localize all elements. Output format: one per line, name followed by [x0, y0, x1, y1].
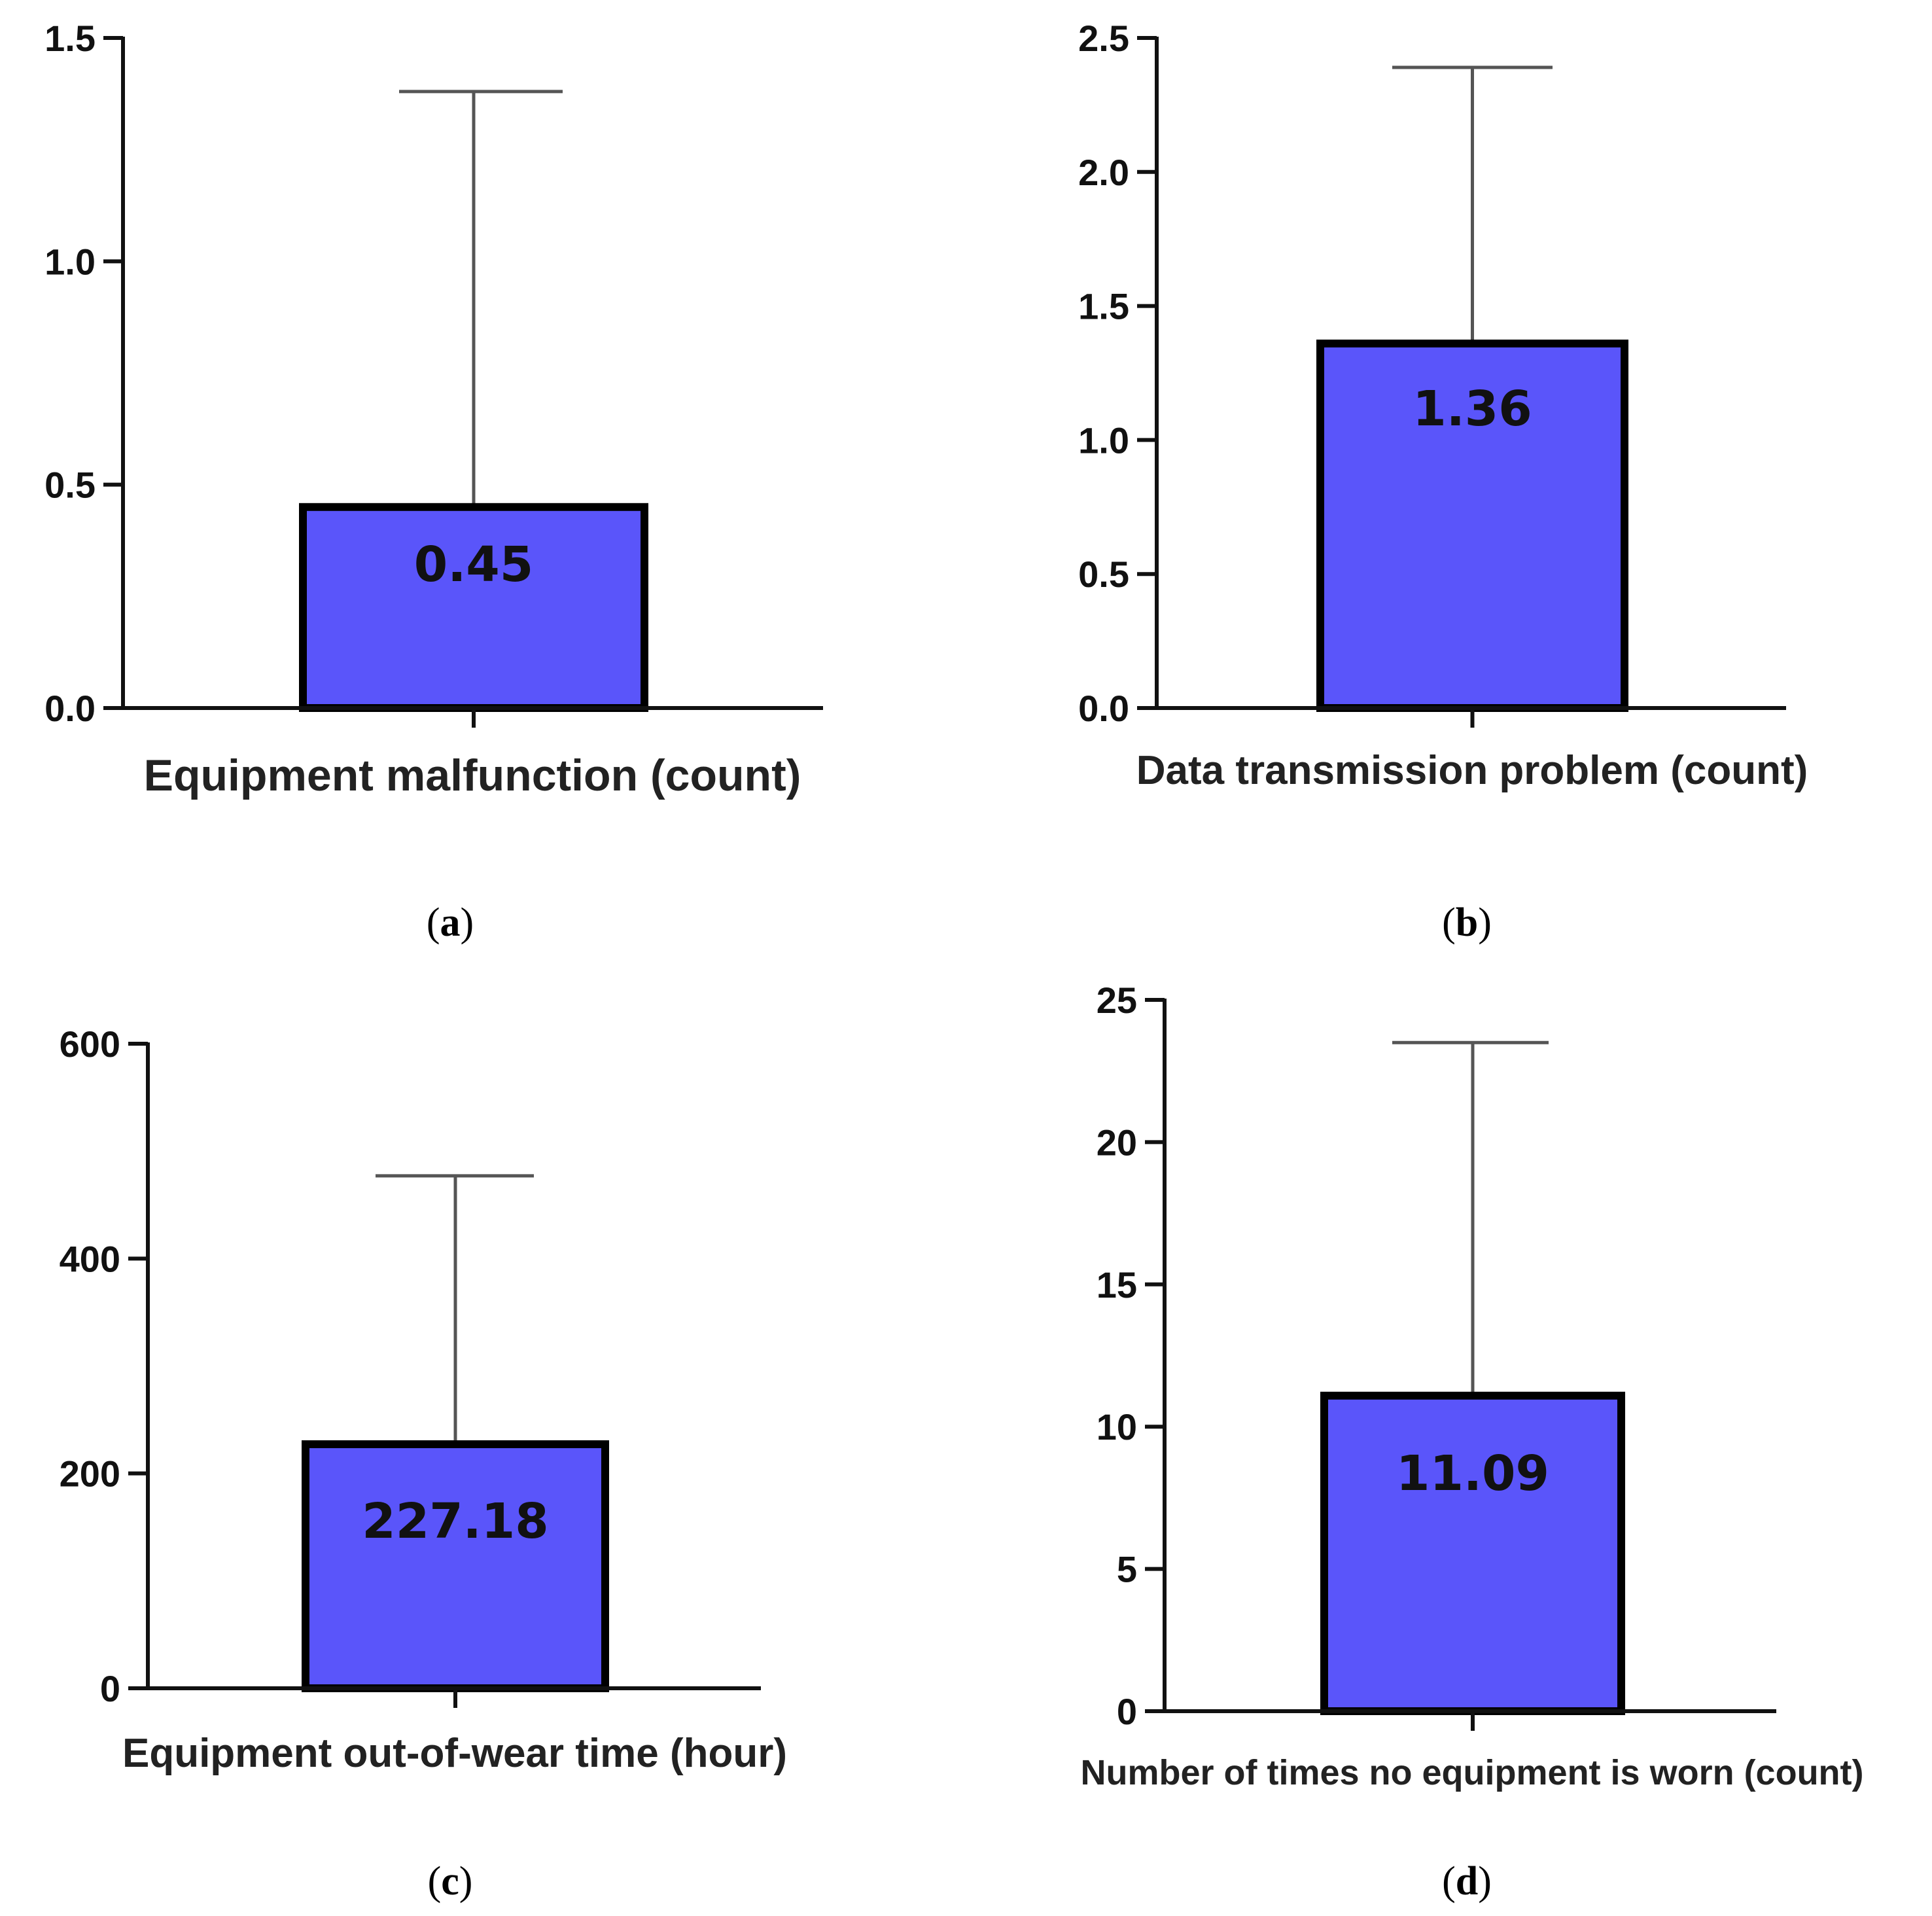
- bar: [299, 503, 648, 712]
- bar: [1320, 1391, 1625, 1716]
- y-tick-label: 400: [60, 1238, 120, 1279]
- y-tick-label: 2.0: [1078, 152, 1129, 193]
- panel-caption: (a): [427, 900, 474, 945]
- x-axis-label: Equipment out-of-wear time (hour): [122, 1731, 787, 1776]
- bar: [302, 1440, 609, 1692]
- panel-caption: (d): [1442, 1859, 1492, 1904]
- panel-caption: (b): [1442, 900, 1492, 945]
- y-tick-label: 2.5: [1078, 18, 1129, 59]
- y-tick-label: 1.5: [44, 18, 96, 59]
- y-tick-label: 0.5: [44, 465, 96, 506]
- y-tick-label: 15: [1097, 1264, 1137, 1305]
- panel-d: 11.09 0 5 10 15 20 25 Number of times no equipm…: [1080, 980, 1863, 1904]
- panel-caption: (c): [428, 1859, 473, 1904]
- y-tick-label: 0.0: [44, 688, 96, 729]
- y-tick-label: 200: [60, 1453, 120, 1495]
- bar-value-label: 227.18: [362, 1493, 549, 1550]
- panel-c: 227.18 0 200 400 600 Equipment out-of-wear ti…: [60, 1023, 787, 1904]
- y-tick-label: 0.0: [1078, 688, 1129, 729]
- bar-value-label: 1.36: [1413, 381, 1532, 437]
- y-tick-label: 1.0: [1078, 419, 1129, 461]
- y-tick-label: 1.0: [44, 241, 96, 282]
- x-axis-label: Number of times no equipment is worn (co…: [1080, 1753, 1863, 1792]
- y-tick-label: 5: [1117, 1549, 1137, 1590]
- y-tick-label: 10: [1097, 1406, 1137, 1447]
- bar: [1316, 339, 1628, 712]
- bar-value-label: 11.09: [1396, 1446, 1549, 1502]
- y-tick-label: 600: [60, 1023, 120, 1065]
- panel-a: 0.45 0.0 0.5 1.0 1.5 Equipment malfunction (c…: [44, 18, 823, 945]
- y-tick-label: 0.5: [1078, 554, 1129, 595]
- x-axis-label: Equipment malfunction (count): [144, 751, 801, 800]
- y-tick-label: 20: [1097, 1122, 1137, 1163]
- y-tick-label: 25: [1097, 980, 1137, 1021]
- y-tick-label: 0: [1117, 1691, 1137, 1732]
- panel-b: 1.36 0.0 0.5 1.0 1.5 2.0 2.5 Data transmission …: [1078, 18, 1808, 945]
- bar-value-label: 0.45: [414, 537, 534, 593]
- y-tick-label: 1.5: [1078, 286, 1129, 327]
- x-axis-label: Data transmission problem (count): [1136, 748, 1808, 793]
- y-tick-label: 0: [100, 1668, 120, 1709]
